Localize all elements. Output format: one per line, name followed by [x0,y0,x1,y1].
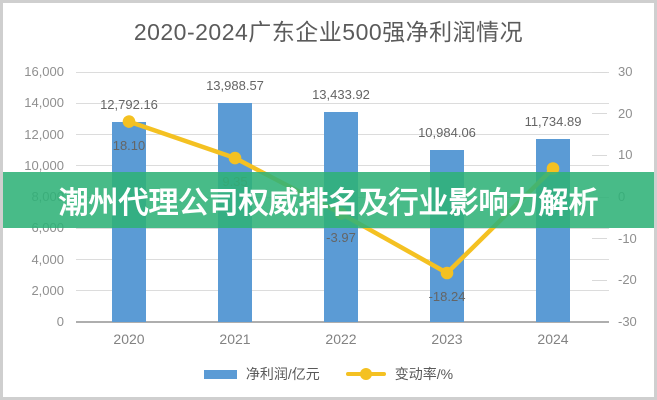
line-series-swatch-icon [345,368,386,380]
overlay-banner-text: 潮州代理公司权威排名及行业影响力解析 [58,187,599,220]
y-axis-right-tick-label: -10 [618,230,637,246]
y-axis-left-tick-label: 4,000 [31,251,64,267]
bar-value-label-2022: 13,433.92 [312,87,370,103]
gridline [76,71,609,73]
x-axis-label: 2023 [431,331,463,347]
bar-value-label-2024: 11,734.89 [524,113,582,129]
y-axis-left-tick-label: 2,000 [31,282,64,298]
right-axis-tick [592,71,607,73]
bar-2024 [536,138,570,322]
gridline [76,102,609,104]
y-axis-right-tick-label: -20 [618,272,637,288]
x-axis-label: 2022 [325,331,357,347]
bar-value-label-2021: 13,988.57 [206,78,264,94]
y-axis-left-tick-label: 14,000 [24,95,64,111]
y-axis-left-tick-label: 10,000 [24,157,64,173]
y-axis-right-tick-label: -30 [618,314,637,329]
line-value-label-2022: -3.97 [326,229,356,245]
y-axis-left-tick-label: 0 [56,314,64,329]
x-axis-label: 2021 [219,331,251,347]
line-value-label-2020: 18.10 [112,137,146,153]
legend-item-net-profit: 净利润/亿元 [203,364,320,384]
y-axis-right-tick-label: 10 [618,147,633,163]
y-axis-right-tick-label: 30 [618,64,633,79]
overlay-banner: 潮州代理公司权威排名及行业影响力解析 [0,172,657,228]
x-axis-label: 2020 [113,331,145,347]
x-axis-line [76,321,609,323]
right-axis-tick [592,238,607,240]
y-axis-left-tick-label: 16,000 [24,64,64,79]
right-axis-tick [592,113,607,115]
bar-series-swatch-icon [203,369,237,379]
x-axis-label: 2024 [537,331,569,347]
right-axis-tick [592,279,607,281]
legend-label-change-rate: 变动率/% [394,366,454,382]
line-marker-swatch-icon [359,368,372,380]
y-axis-left-tick-label: 12,000 [24,126,64,142]
right-axis-tick [592,154,607,156]
bar-value-label-2020: 12,792.16 [100,97,158,113]
y-axis-right-tick-label: 20 [618,105,633,121]
legend-item-change-rate: 变动率/% [345,364,454,384]
legend: 净利润/亿元 变动率/% [0,364,657,384]
chart-title: 2020-2024广东企业500强净利润情况 [133,19,524,45]
legend-label-net-profit: 净利润/亿元 [245,366,320,382]
line-value-label-2023: -18.24 [428,289,466,304]
bar-value-label-2023: 10,984.06 [418,125,476,141]
